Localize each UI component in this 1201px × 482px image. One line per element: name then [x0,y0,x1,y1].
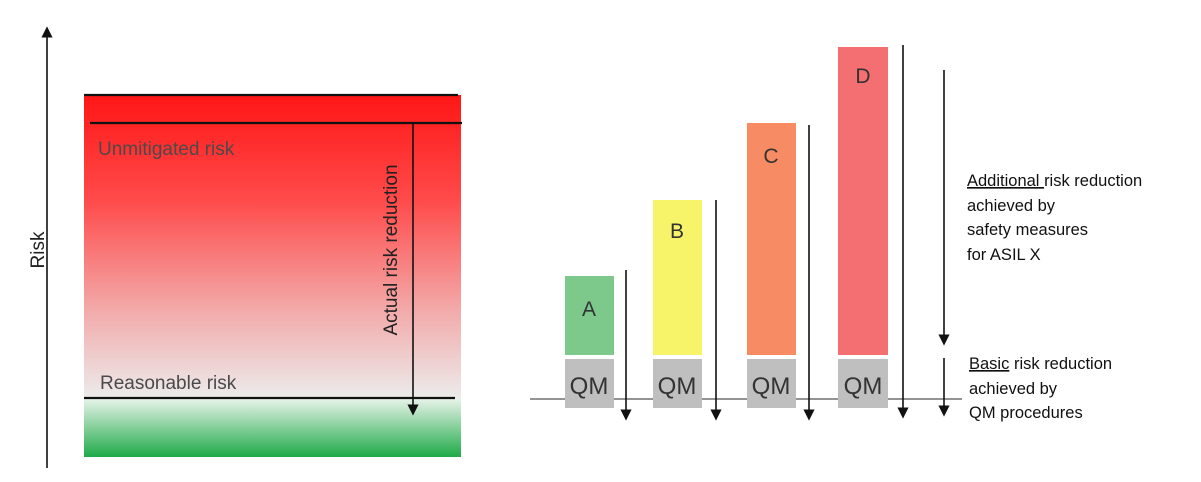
basic-line-1: risk reduction [1009,355,1112,373]
basic-line-2: achieved by [969,380,1058,398]
additional-line-2: achieved by [967,197,1056,215]
bar-a [565,276,614,355]
asil-bar-b: B QM [653,200,722,421]
additional-line-1: risk reduction [1044,172,1142,190]
qm-label-c: QM [752,373,791,400]
risk-axis-label: Risk [28,231,49,268]
bar-c [747,123,796,355]
asil-bar-c: C QM [747,123,815,421]
risk-area [84,95,461,399]
additional-line-4: for ASIL X [967,246,1041,264]
additional-underlined: Additional [967,172,1044,190]
bar-d-letter: D [855,65,870,88]
bar-d [838,47,888,355]
bar-c-letter: C [763,145,778,168]
asil-bar-a: A QM [565,270,632,421]
actual-reduction-label: Actual risk reduction [381,164,402,335]
bar-b [653,200,702,355]
basic-line-3: QM procedures [969,404,1083,422]
qm-label-a: QM [570,373,609,400]
qm-label-b: QM [658,373,697,400]
additional-line-3: safety measures [967,221,1088,239]
qm-box-c [747,359,796,408]
bar-b-letter: B [670,220,684,243]
asil-bar-d: D QM [838,45,909,419]
reasonable-risk-label: Reasonable risk [100,373,237,394]
left-panel: Risk Unmitigated risk Reasonable risk Ac… [28,26,484,468]
basic-underlined: Basic [969,355,1009,373]
unmitigated-risk-label: Unmitigated risk [98,139,235,160]
qm-box-a [565,359,614,408]
qm-box-b [653,359,702,408]
bar-a-letter: A [582,298,596,321]
additional-reduction-text: Additional risk reduction achieved by sa… [967,172,1147,264]
qm-box-d [838,359,888,408]
basic-reduction-text: Basic risk reduction achieved by QM proc… [969,355,1117,422]
safe-area [84,399,461,457]
qm-label-d: QM [844,373,883,400]
right-panel: A QM B QM C QM D QM [525,45,1147,461]
